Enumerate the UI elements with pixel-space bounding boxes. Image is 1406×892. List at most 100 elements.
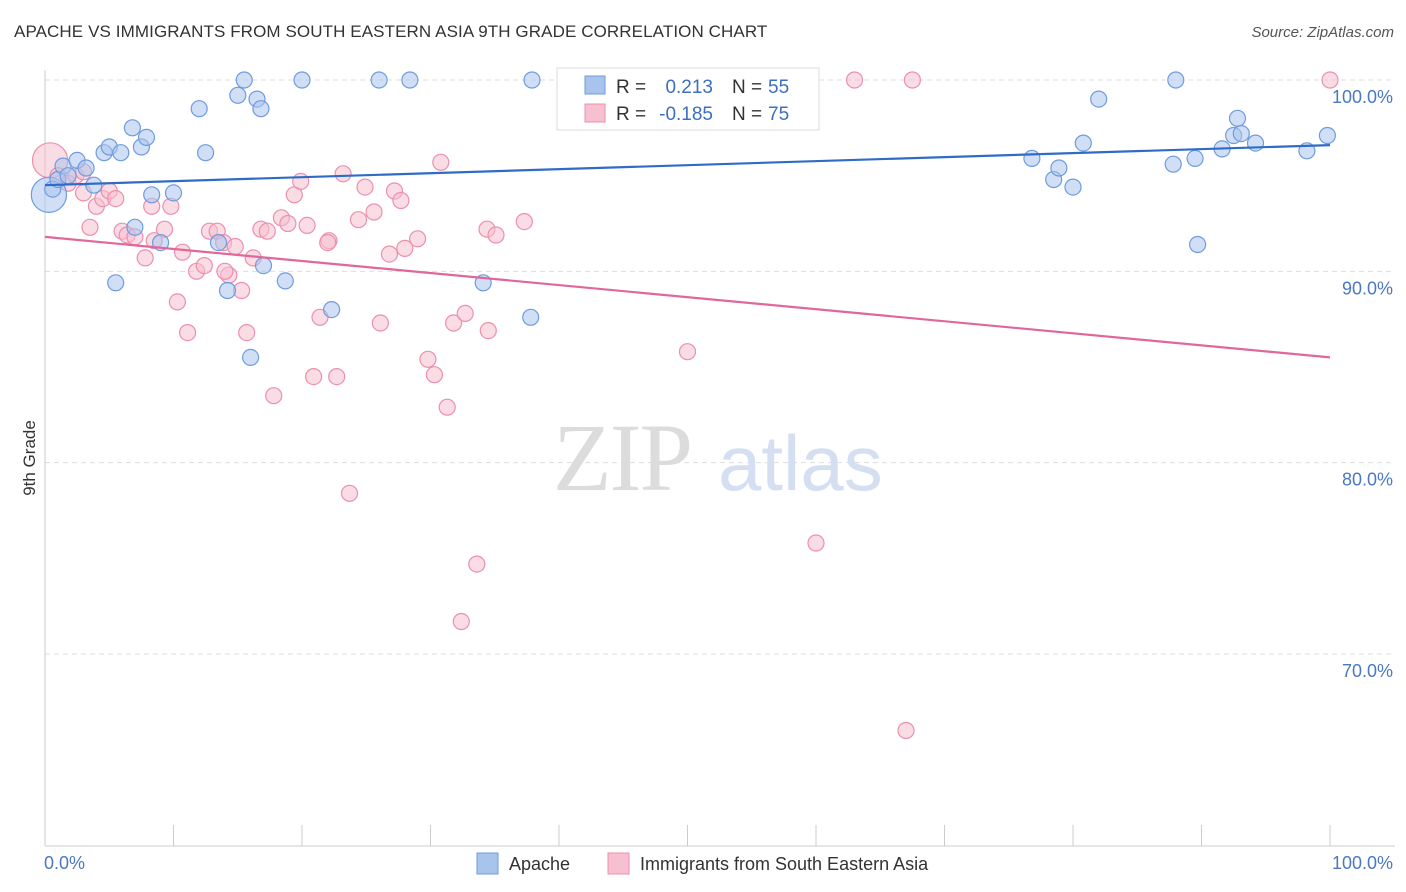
- immigrants-point: [216, 262, 234, 280]
- apache-point: [1188, 235, 1207, 254]
- immigrants-point: [845, 71, 864, 89]
- immigrants-point: [1321, 71, 1339, 89]
- immigrants-point: [349, 211, 368, 229]
- apache-point: [218, 281, 237, 300]
- legend-n-label-apache: N =: [732, 77, 762, 98]
- immigrants-point: [392, 191, 410, 210]
- apache-point: [112, 144, 130, 162]
- legend-n-value-immigrants: 75: [768, 104, 789, 125]
- apache-point: [164, 184, 183, 202]
- immigrants-point: [279, 214, 297, 233]
- immigrants-point: [356, 178, 374, 196]
- apache-point: [323, 301, 341, 319]
- apache-point: [401, 71, 419, 89]
- chart-title: APACHE VS IMMIGRANTS FROM SOUTH EASTERN …: [14, 22, 768, 41]
- watermark-zip: ZIP: [553, 404, 691, 511]
- apache-point: [143, 186, 161, 204]
- apache-point: [190, 100, 208, 118]
- immigrants-point: [328, 368, 346, 386]
- immigrants-point: [468, 555, 486, 573]
- legend: R = 0.213 N = 55 R = -0.185 N = 75: [556, 67, 820, 131]
- legend-swatch-immigrants: [584, 103, 606, 123]
- immigrants-point: [903, 71, 922, 89]
- immigrants-point: [678, 343, 697, 361]
- immigrants-point: [365, 203, 383, 221]
- immigrants-point: [419, 350, 437, 368]
- apache-point: [276, 272, 294, 290]
- immigrants-point: [298, 216, 316, 234]
- immigrants-point: [305, 368, 323, 386]
- apache-point: [293, 71, 311, 89]
- bottom-legend: Apache Immigrants from South Eastern Asi…: [476, 852, 929, 875]
- apache-point: [1167, 71, 1185, 89]
- y-tick-label: 100.0%: [1332, 87, 1393, 107]
- legend-r-label-apache: R =: [616, 77, 646, 98]
- apache-point: [85, 176, 103, 194]
- legend-r-value-immigrants: -0.185: [659, 104, 713, 125]
- apache-point: [126, 218, 144, 236]
- y-tick-labels: 70.0% 80.0% 90.0% 100.0%: [1332, 87, 1393, 681]
- apache-point: [235, 71, 253, 89]
- apache-point: [1050, 159, 1068, 177]
- immigrants-point: [226, 237, 244, 256]
- bottom-legend-swatch-immigrants: [607, 852, 630, 875]
- apache-point: [242, 348, 260, 366]
- immigrants-point: [195, 257, 213, 275]
- immigrants-point: [897, 721, 915, 740]
- apache-point: [522, 308, 540, 326]
- apache-point: [1164, 155, 1182, 173]
- series-immigrants-points: [31, 71, 1339, 740]
- immigrants-point: [432, 153, 450, 171]
- trend-lines: [44, 144, 1331, 359]
- y-tick-label: 90.0%: [1342, 278, 1393, 298]
- immigrants-point: [319, 234, 337, 252]
- immigrants-point: [173, 243, 192, 261]
- apache-point: [59, 167, 77, 185]
- apache-point: [370, 71, 388, 89]
- source-label: Source: ZipAtlas.com: [1251, 24, 1394, 41]
- immigrants-point: [179, 324, 197, 342]
- y-tick-label: 80.0%: [1342, 470, 1393, 490]
- apache-point: [1090, 90, 1108, 108]
- apache-point: [107, 274, 125, 292]
- apache-point: [1074, 134, 1092, 152]
- immigrants-point: [479, 322, 497, 340]
- apache-point: [1232, 125, 1250, 143]
- immigrants-point: [258, 222, 276, 240]
- apache-point: [523, 71, 541, 89]
- apache-trend-line: [44, 144, 1331, 187]
- gridlines: [45, 79, 1395, 655]
- bottom-legend-label-immigrants: Immigrants from South Eastern Asia: [640, 854, 929, 874]
- immigrants-point: [238, 324, 256, 342]
- immigrants-point: [456, 304, 474, 322]
- apache-point: [252, 100, 270, 118]
- legend-swatch-apache: [584, 75, 606, 95]
- immigrants-point: [487, 226, 505, 244]
- apache-point: [1228, 109, 1247, 127]
- immigrants-point: [168, 293, 186, 311]
- watermark-atlas: atlas: [718, 419, 883, 507]
- immigrants-point: [425, 366, 443, 384]
- apache-point: [137, 128, 156, 146]
- legend-n-value-apache: 55: [768, 77, 789, 98]
- immigrants-point: [409, 230, 427, 248]
- apache-point: [1318, 126, 1337, 145]
- y-tick-label: 70.0%: [1342, 661, 1393, 681]
- immigrants-point: [107, 190, 125, 208]
- immigrants-point: [292, 172, 310, 190]
- immigrants-point: [334, 165, 352, 183]
- immigrants-point: [396, 239, 414, 257]
- x-tick-label-max: 100.0%: [1332, 853, 1393, 873]
- legend-r-label-immigrants: R =: [616, 104, 646, 125]
- apache-point: [209, 234, 228, 252]
- immigrants-point: [807, 534, 825, 552]
- apache-point: [229, 86, 247, 104]
- apache-point: [197, 144, 215, 162]
- immigrants-point: [380, 245, 398, 263]
- legend-n-label-immigrants: N =: [732, 104, 762, 125]
- y-axis-label: 9th Grade: [20, 420, 39, 496]
- immigrants-point: [445, 314, 463, 332]
- immigrants-point: [136, 249, 154, 267]
- x-tick-label-min: 0.0%: [44, 853, 85, 873]
